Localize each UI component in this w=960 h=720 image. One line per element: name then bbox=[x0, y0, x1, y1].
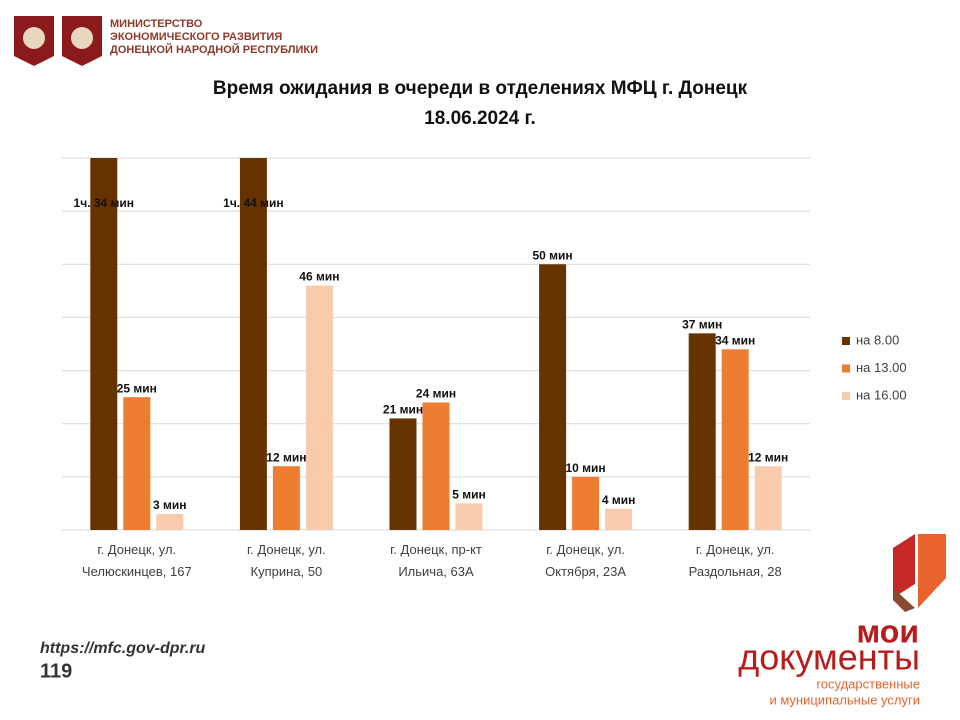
value-label: 37 мин bbox=[682, 318, 722, 332]
bar bbox=[156, 514, 184, 530]
bar bbox=[239, 158, 267, 530]
brand-top: мои bbox=[857, 613, 919, 649]
bar bbox=[754, 466, 782, 530]
x-tick-label: г. Донецк, ул. Куприна, 50 bbox=[247, 542, 326, 579]
x-tick-label: г. Донецк, ул. Раздольная, 28 bbox=[688, 542, 782, 579]
value-label: 10 мин bbox=[566, 461, 606, 475]
brand-icon bbox=[893, 534, 946, 612]
bar bbox=[422, 402, 450, 530]
bar bbox=[572, 476, 600, 530]
value-label: 4 мин bbox=[602, 493, 636, 507]
url: https://mfc.gov-dpr.ru bbox=[40, 640, 206, 657]
ministry-line: ДОНЕЦКОЙ НАРОДНОЙ РЕСПУБЛИКИ bbox=[110, 43, 318, 56]
plot bbox=[90, 158, 782, 530]
value-label: 5 мин bbox=[452, 488, 486, 502]
bar bbox=[90, 158, 118, 530]
value-label: 3 мин bbox=[153, 498, 187, 512]
brand-sub: государственные bbox=[816, 676, 920, 691]
ministry-line: МИНИСТЕРСТВО bbox=[110, 18, 203, 30]
x-tick-label: г. Донецк, ул. Челюскинцев, 167 bbox=[81, 542, 192, 579]
value-label: 50 мин bbox=[533, 248, 573, 262]
value-label: 1ч. 34 мин bbox=[74, 196, 135, 210]
legend-swatch bbox=[842, 392, 850, 400]
bar bbox=[389, 418, 417, 530]
ministry-line: ЭКОНОМИЧЕСКОГО РАЗВИТИЯ bbox=[110, 31, 282, 43]
value-label: 46 мин bbox=[299, 270, 339, 284]
legend-swatch bbox=[842, 337, 850, 345]
emblems bbox=[14, 16, 102, 66]
x-tick-label: г. Донецк, ул. Октября, 23А bbox=[545, 542, 627, 579]
legend-label: на 16.00 bbox=[856, 387, 907, 402]
chart-subtitle: 18.06.2024 г. bbox=[424, 108, 536, 129]
bar bbox=[539, 264, 567, 530]
page-number: 119 bbox=[40, 660, 72, 682]
legend-label: на 13.00 bbox=[856, 360, 907, 375]
value-label: 12 мин bbox=[748, 450, 788, 464]
value-label: 34 мин bbox=[715, 333, 755, 347]
value-label: 21 мин bbox=[383, 403, 423, 417]
legend-swatch bbox=[842, 364, 850, 373]
bar bbox=[123, 397, 151, 530]
bar bbox=[455, 503, 483, 530]
value-label: 1ч. 44 мин bbox=[223, 196, 284, 210]
bar bbox=[605, 508, 633, 530]
brand-sub: и муниципальные услуги bbox=[769, 692, 920, 707]
value-label: 25 мин bbox=[117, 381, 157, 395]
chart-title: Время ожидания в очереди в отделениях МФ… bbox=[213, 78, 748, 99]
legend-label: на 8.00 bbox=[856, 332, 899, 347]
x-tick-label: г. Донецк, пр-кт Ильича, 63А bbox=[390, 542, 482, 579]
bar bbox=[305, 285, 333, 530]
value-label: 12 мин bbox=[266, 450, 306, 464]
value-label: 24 мин bbox=[416, 387, 456, 401]
bar bbox=[721, 349, 749, 530]
brand-main: документы bbox=[738, 637, 920, 678]
bar bbox=[688, 333, 716, 530]
bar bbox=[272, 466, 300, 530]
